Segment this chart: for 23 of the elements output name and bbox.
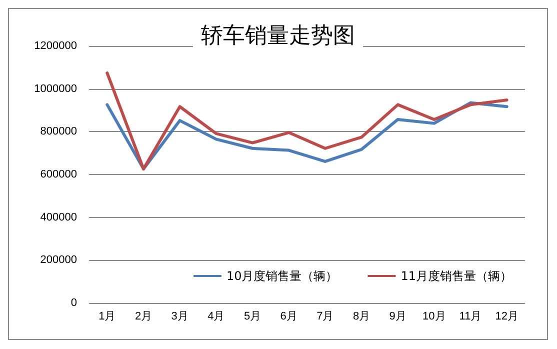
- y-tick-label: 1000000: [34, 82, 77, 95]
- x-tick-label: 2月: [134, 310, 152, 322]
- line-series: [106, 71, 508, 170]
- y-tick-label: 200000: [40, 254, 77, 266]
- y-tick-label: 0: [70, 297, 77, 309]
- x-tick-label: 8月: [352, 310, 370, 322]
- x-tick-label: 12月: [495, 310, 518, 322]
- x-tick-label: 11月: [459, 310, 482, 322]
- y-tick-label: 600000: [40, 168, 77, 180]
- legend-label: 10月度销售量（辆）: [226, 269, 338, 283]
- chart-title: 轿车销量走势图: [201, 24, 355, 48]
- x-tick-label: 6月: [280, 310, 298, 322]
- x-tick-label: 3月: [171, 310, 188, 322]
- y-tick-label: 800000: [40, 126, 77, 138]
- x-tick-label: 1月: [98, 310, 116, 322]
- legend-label: 11月度销售量（辆）: [400, 269, 512, 283]
- x-tick-label: 7月: [316, 310, 334, 322]
- x-tick-label: 10月: [422, 310, 446, 322]
- x-tick-label: 5月: [244, 310, 262, 322]
- y-tick-label: 1200000: [34, 40, 77, 52]
- x-tick-label: 9月: [389, 310, 406, 322]
- y-tick-label: 400000: [40, 211, 77, 224]
- x-tick-label: 4月: [208, 310, 225, 322]
